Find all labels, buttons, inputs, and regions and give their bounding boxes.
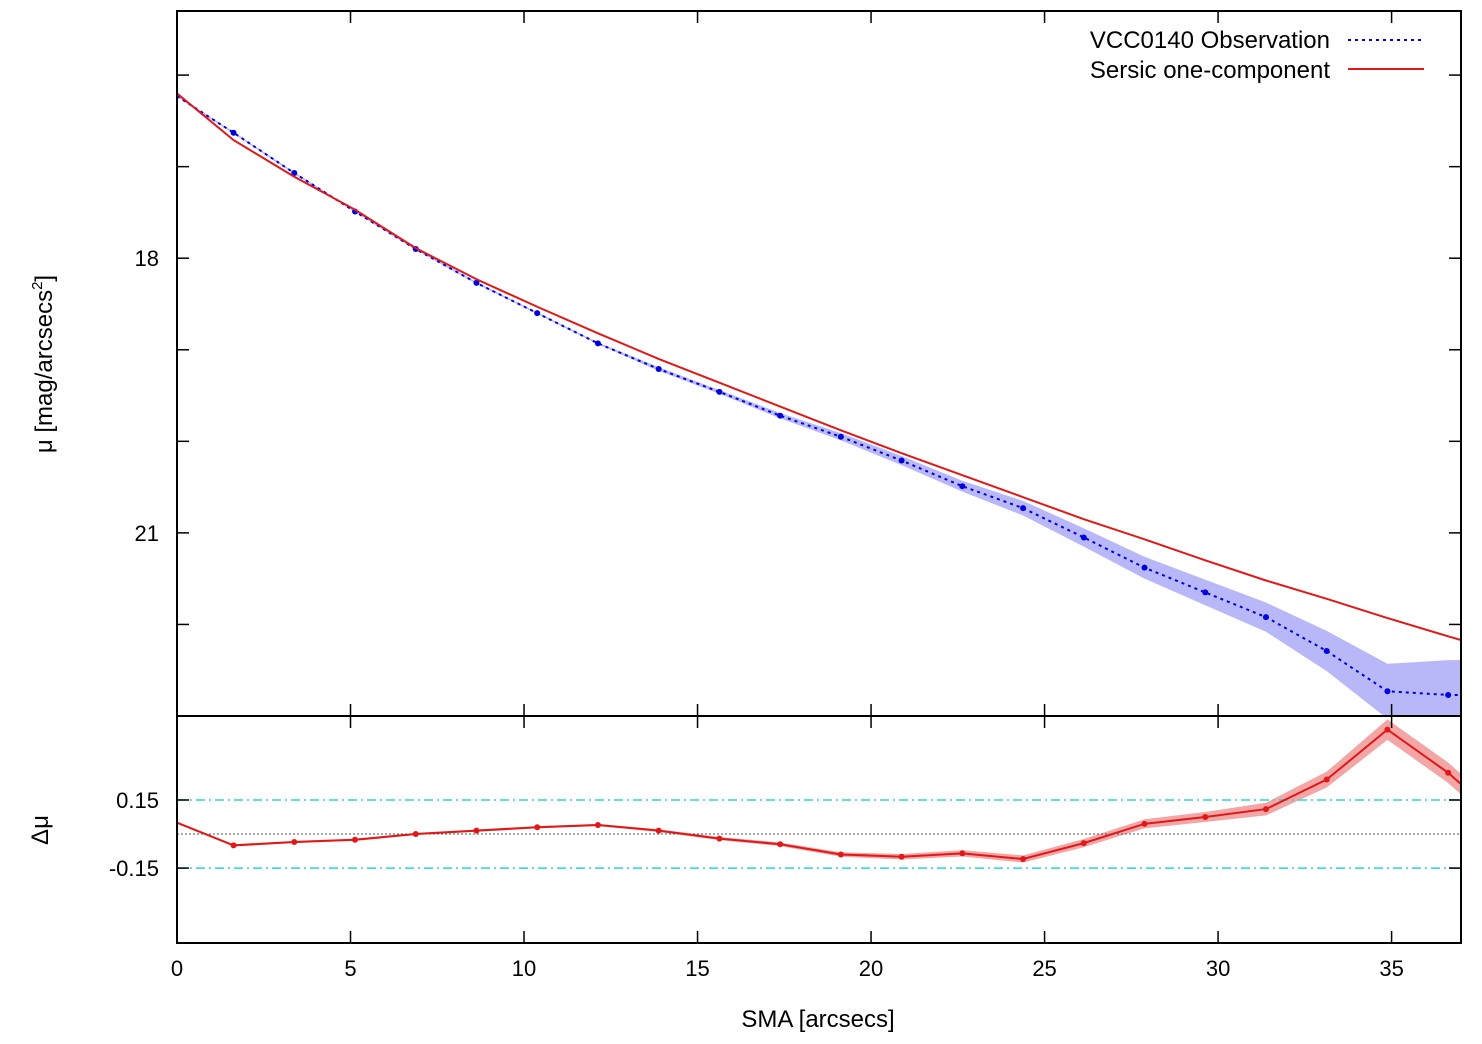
residual-error-band: [177, 719, 1461, 863]
profile-ylabel-sup: 2: [29, 282, 46, 290]
residual-point: [777, 841, 784, 848]
residual-line: [177, 728, 1461, 861]
x-tick-label: 35: [1379, 956, 1403, 981]
residual-point: [594, 821, 601, 828]
residual-point: [291, 838, 298, 845]
observation-point: [655, 365, 662, 372]
observation-point: [230, 129, 237, 136]
x-tick-label: 0: [171, 956, 183, 981]
residual-point: [534, 824, 541, 831]
residual-point: [1262, 806, 1269, 813]
residual-point: [412, 831, 419, 838]
xlabel: SMA [arcsecs]: [741, 1006, 894, 1033]
x-tick-label: 10: [512, 956, 536, 981]
series-lines: [177, 92, 1461, 863]
observation-point: [1384, 688, 1391, 695]
x-tick-label: 5: [344, 956, 356, 981]
observation-point: [594, 340, 601, 347]
residual-point: [959, 850, 966, 857]
residual-point: [716, 835, 723, 842]
observation-point: [777, 412, 784, 419]
x-tick-label: 25: [1032, 956, 1056, 981]
observation-point: [1262, 614, 1269, 621]
observation-point: [959, 483, 966, 490]
x-tick-label: 15: [685, 956, 709, 981]
y-tick-label: 21: [135, 521, 159, 546]
residual-point: [1384, 726, 1391, 733]
legend-entry-observation: VCC0140 Observation: [1090, 27, 1330, 54]
observation-point: [716, 388, 723, 395]
profile-ylabel: μ [mag/arcsecs2]: [29, 275, 58, 453]
observation-point: [1202, 589, 1209, 596]
residual-point: [1323, 776, 1330, 783]
residual-point: [1141, 820, 1148, 827]
x-tick-label: 30: [1206, 956, 1230, 981]
residual-point: [1020, 856, 1027, 863]
profile-ylabel-main: μ [mag/arcsecs: [31, 290, 58, 453]
outer-frame: [176, 10, 1462, 944]
plot-frames: [176, 10, 1462, 944]
observation-point: [1020, 505, 1027, 512]
residual-point: [898, 853, 905, 860]
observation-point: [473, 279, 480, 286]
y-tick-label: 18: [135, 246, 159, 271]
observation-point: [1445, 691, 1452, 698]
observation-point: [1323, 647, 1330, 654]
axis-ticks: 0 5 10 15 20 25 30 35 18 21 0.15 -0.15: [109, 11, 1461, 981]
residual-ylabel: Δμ: [27, 815, 54, 845]
legend: VCC0140 Observation Sersic one-component: [1090, 27, 1424, 84]
error-bands: [177, 95, 1461, 863]
reference-lines: [177, 799, 1461, 869]
x-tick-label: 20: [859, 956, 883, 981]
residual-point: [837, 851, 844, 858]
residual-point: [230, 842, 237, 849]
residual-point: [1080, 840, 1087, 847]
residual-y-tick-label: -0.15: [109, 856, 159, 881]
legend-entry-sersic: Sersic one-component: [1090, 57, 1330, 84]
axis-labels: Δμ SMA [arcsecs] μ [mag/arcsecs2]: [27, 275, 895, 1033]
observation-point: [898, 457, 905, 464]
observation-point: [1141, 564, 1148, 571]
sersic-line: [177, 92, 1461, 641]
residual-point: [1445, 769, 1452, 776]
residual-point: [655, 827, 662, 834]
observation-error-band: [177, 95, 1461, 716]
residual-point: [352, 836, 359, 843]
observation-point: [837, 433, 844, 440]
observation-point: [1080, 534, 1087, 541]
observation-point: [534, 310, 541, 317]
residual-point: [473, 827, 480, 834]
residual-point: [1202, 814, 1209, 821]
observation-point: [291, 170, 298, 177]
profile-ylabel-end: ]: [31, 275, 58, 282]
residual-y-tick-label: 0.15: [116, 788, 159, 813]
